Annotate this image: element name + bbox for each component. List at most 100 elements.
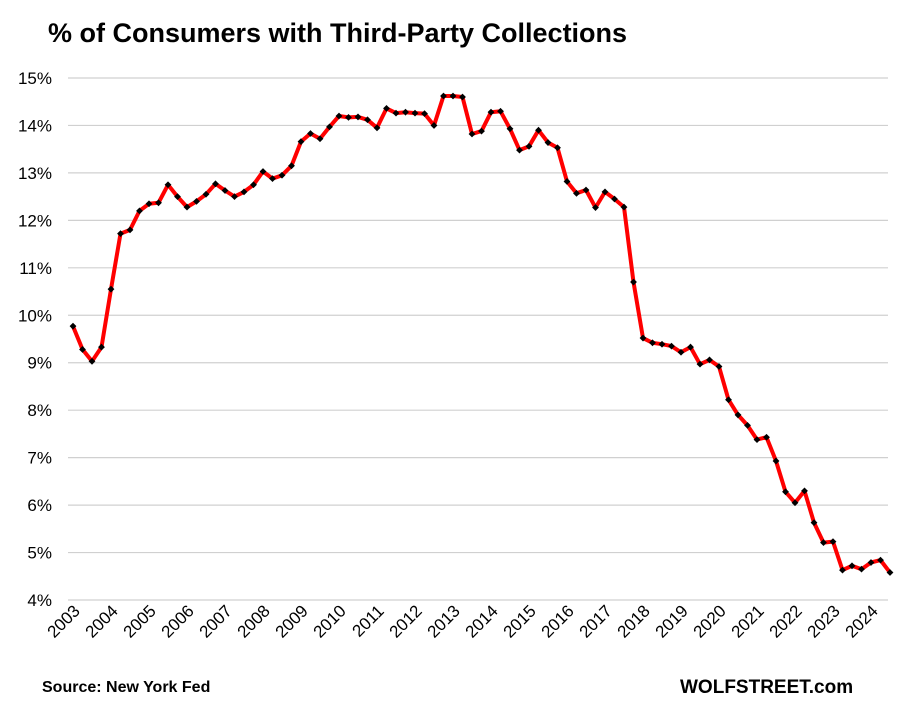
data-point [677,348,685,356]
y-tick-label: 15% [18,69,52,88]
data-point [288,162,295,170]
data-point [250,181,257,189]
x-tick-label: 2020 [690,601,730,641]
data-point [79,346,86,353]
data-point [763,433,770,441]
y-tick-label: 7% [27,449,52,468]
data-point [829,538,837,546]
data-point [848,562,856,570]
data-point [639,334,647,342]
x-tick-label: 2008 [234,601,274,641]
data-point [212,180,219,188]
data-point [117,230,124,238]
data-point [696,360,704,368]
y-tick-label: 11% [19,259,52,278]
x-tick-label: 2004 [82,601,122,641]
y-tick-label: 14% [18,116,52,135]
data-point [136,207,143,215]
data-point [231,193,238,201]
data-point [630,278,637,286]
y-tick-label: 8% [27,401,52,420]
data-point [221,187,229,194]
data-point [592,204,599,211]
data-point [126,226,134,234]
data-point [383,104,390,112]
data-point [791,499,799,507]
data-point [430,122,438,129]
data-point [725,396,732,404]
data-point [649,339,656,347]
data-point [354,113,362,121]
data-point [877,556,884,564]
x-tick-label: 2006 [158,601,198,641]
data-point [801,487,808,495]
data-point [620,203,628,211]
data-point [326,123,333,131]
brand-watermark: WOLFSTREET.com [680,677,854,698]
data-point [345,113,352,121]
data-point [582,186,590,194]
x-tick-label: 2015 [500,601,540,641]
data-point [440,92,447,100]
data-point [307,130,314,137]
y-tick-label: 10% [18,306,52,325]
x-tick-label: 2011 [349,601,388,640]
data-point [611,195,618,203]
data-point [373,124,381,132]
x-tick-label: 2017 [576,601,616,641]
data-point [535,126,542,134]
data-point [155,199,162,207]
x-tick-label: 2013 [424,601,464,641]
data-point [88,357,96,365]
data-point [459,93,466,101]
data-point [421,110,428,117]
data-point [601,188,609,196]
data-point [554,144,561,152]
data-point [525,142,533,150]
data-point [183,203,191,211]
x-tick-label: 2024 [842,601,882,641]
data-point [202,190,210,198]
x-tick-label: 2016 [538,601,578,641]
data-point [240,188,248,196]
x-tick-label: 2007 [196,601,236,641]
data-point [392,109,400,117]
data-point [563,178,571,185]
data-point [820,539,827,546]
data-point [867,559,875,566]
data-point [487,108,495,116]
data-point [839,566,846,574]
y-tick-label: 6% [27,496,52,515]
data-point [744,421,751,429]
data-point [753,436,761,444]
x-axis-ticks: 2003200420052006200720082009201020112012… [44,601,882,641]
data-point [269,175,276,183]
y-tick-label: 9% [27,354,52,373]
data-point [411,109,419,117]
data-point [174,193,181,201]
source-note: Source: New York Fed [42,679,211,696]
x-tick-label: 2019 [652,601,692,641]
data-point [668,342,675,350]
data-point [107,285,115,293]
data-point [297,138,305,145]
data-point [772,457,780,465]
series-line-layer [71,94,892,575]
data-point [506,125,514,133]
data-point [658,340,666,348]
x-tick-label: 2012 [386,601,426,641]
data-point [316,135,324,143]
x-tick-label: 2018 [614,601,654,641]
data-point [478,127,485,135]
x-tick-label: 2005 [120,601,160,641]
x-tick-label: 2010 [310,601,350,641]
data-point [706,356,713,364]
x-tick-label: 2009 [272,601,312,641]
data-point [858,565,865,573]
data-point [402,108,409,116]
y-tick-label: 13% [18,164,52,183]
chart-title: % of Consumers with Third-Party Collecti… [48,18,628,48]
data-point [810,519,818,527]
data-point [364,116,371,124]
